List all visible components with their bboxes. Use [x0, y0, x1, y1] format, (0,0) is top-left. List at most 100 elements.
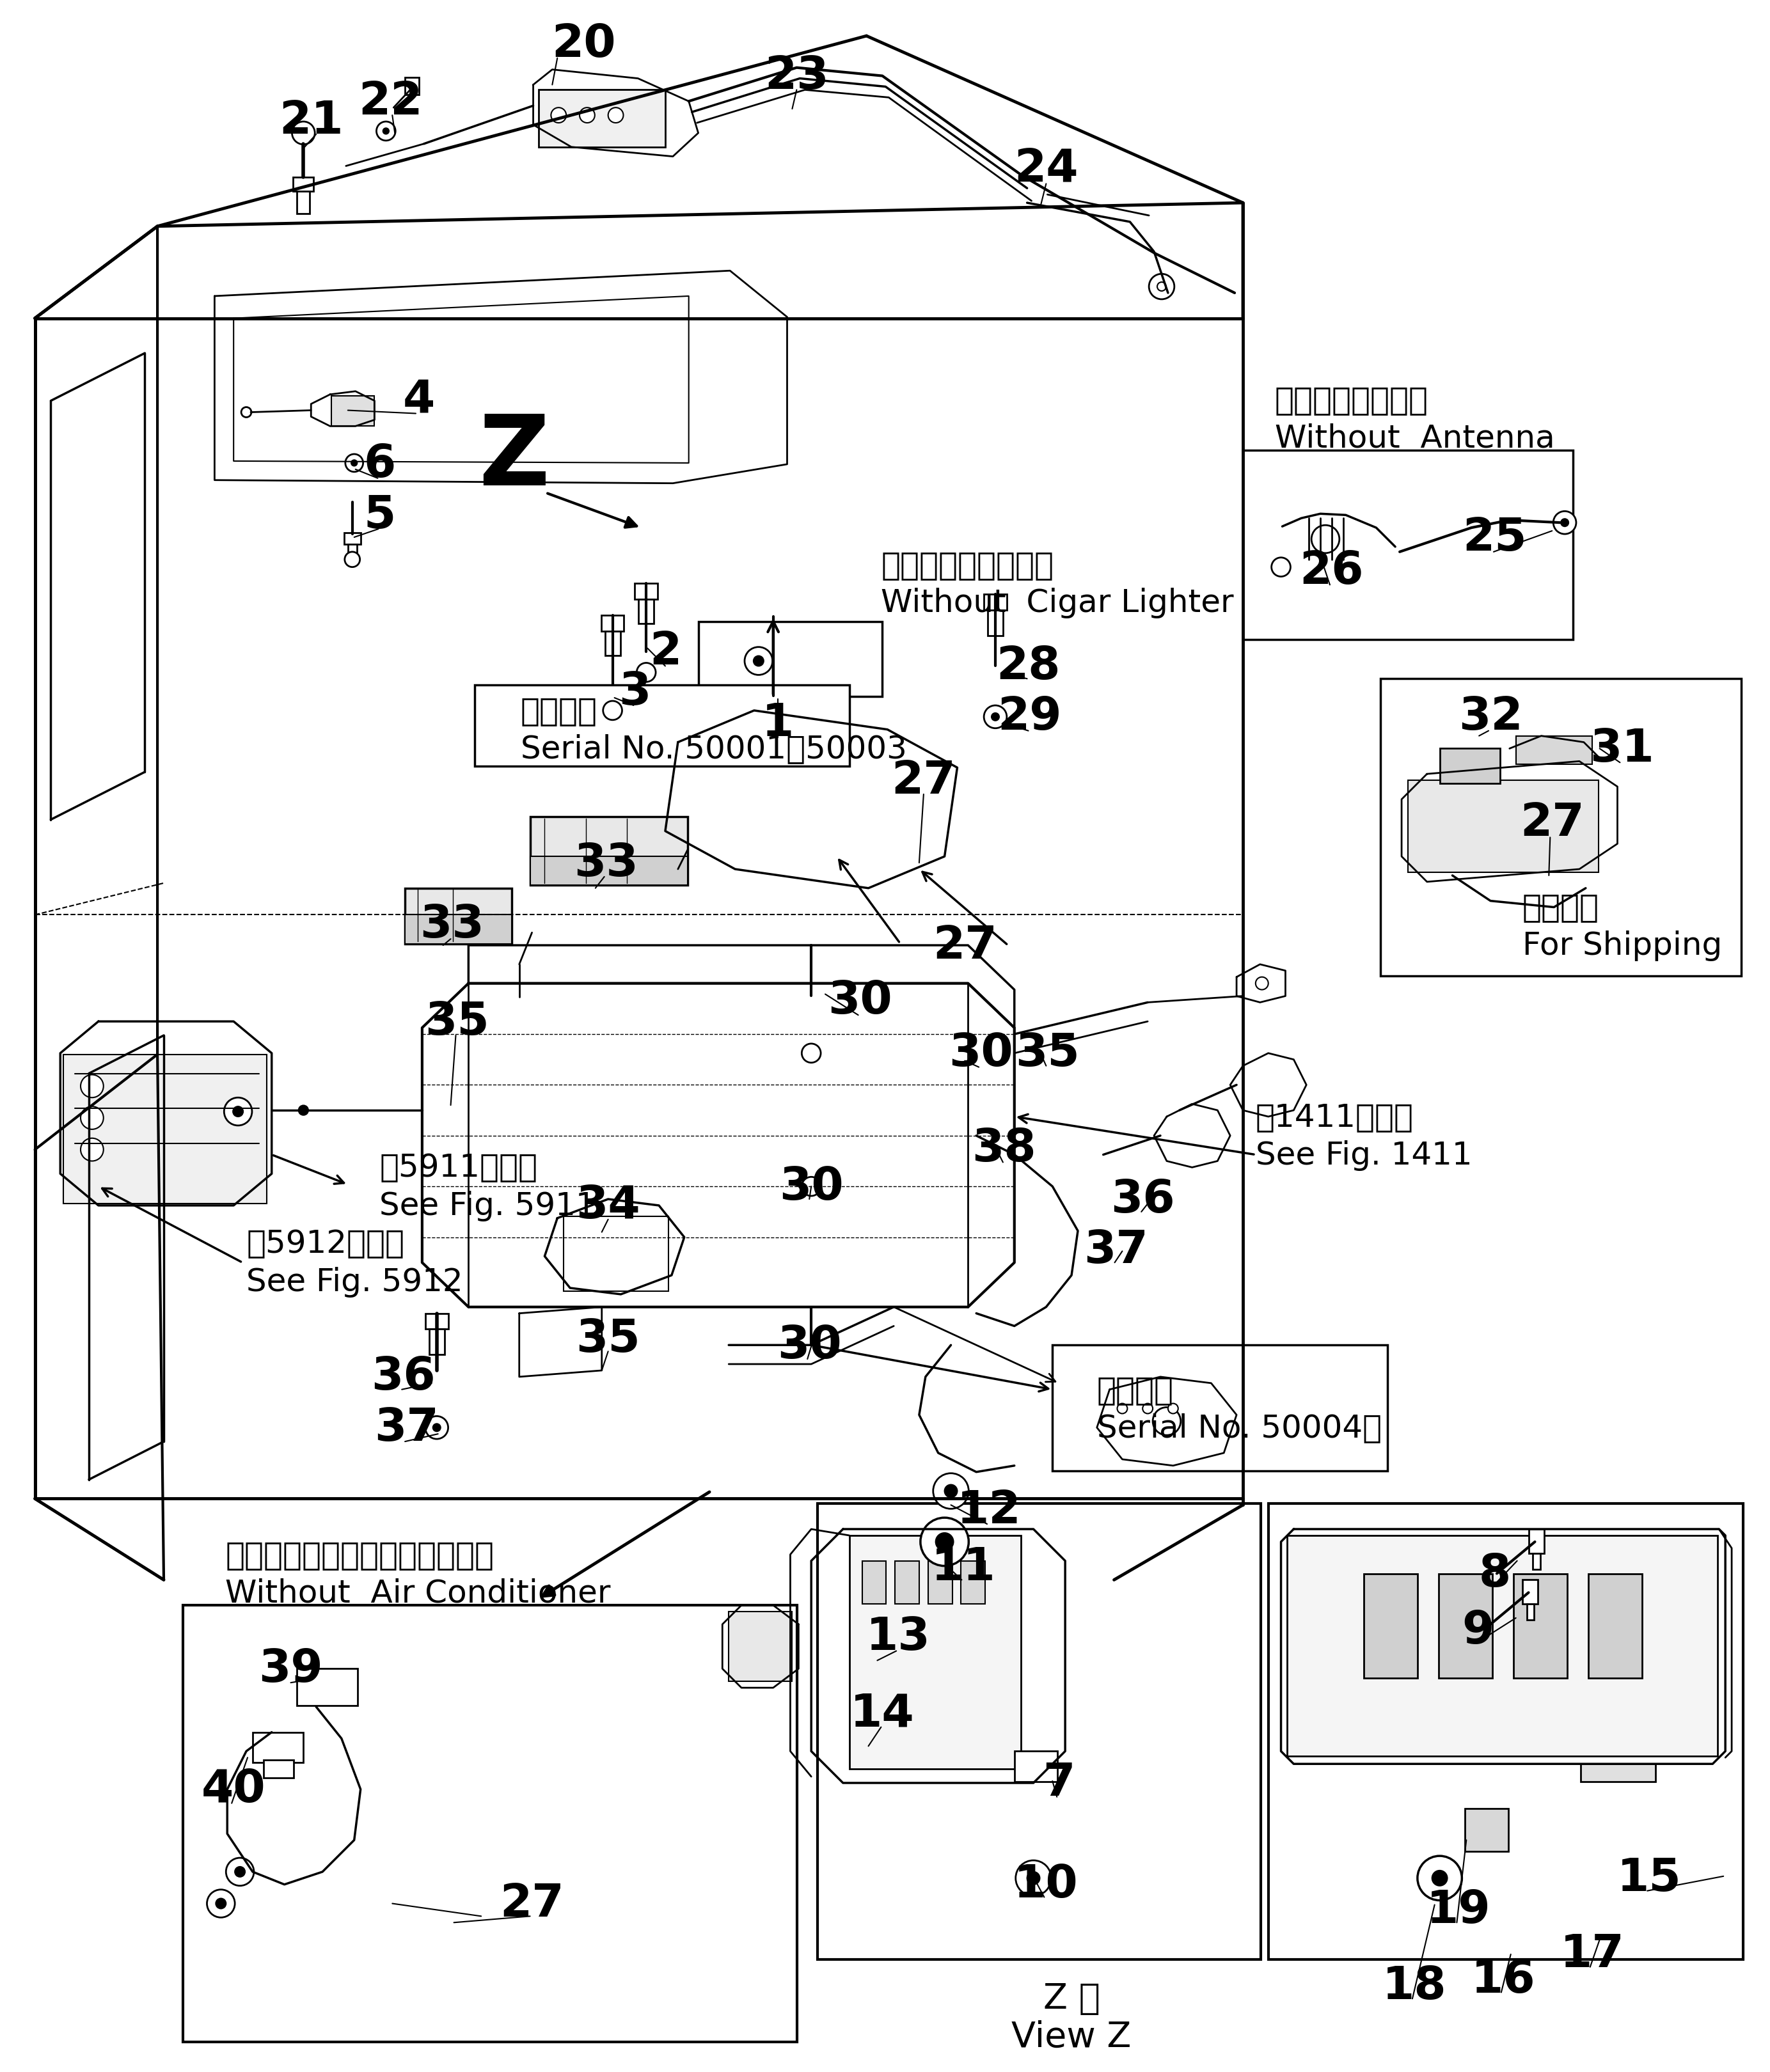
- Text: 5: 5: [363, 493, 396, 537]
- Bar: [1529, 1529, 1545, 1554]
- Text: 37: 37: [1083, 1229, 1149, 1272]
- Text: アンテナ未装着時: アンテナ未装着時: [1274, 385, 1428, 414]
- Text: 第1411図参照: 第1411図参照: [1255, 1102, 1414, 1131]
- Text: 32: 32: [1458, 694, 1522, 740]
- Text: 19: 19: [1427, 1888, 1490, 1931]
- Bar: [1515, 736, 1591, 765]
- Bar: [984, 595, 1007, 611]
- Text: 30: 30: [779, 1164, 844, 1208]
- Text: Serial No. 50001～50003: Serial No. 50001～50003: [520, 733, 906, 765]
- Text: See Fig. 5911: See Fig. 5911: [379, 1189, 596, 1220]
- Circle shape: [1432, 1871, 1448, 1886]
- Circle shape: [345, 553, 359, 568]
- Text: 27: 27: [892, 758, 956, 802]
- Text: 27: 27: [1520, 802, 1584, 845]
- Circle shape: [382, 128, 389, 135]
- Text: 7: 7: [1043, 1761, 1074, 1805]
- Circle shape: [216, 1898, 227, 1908]
- Circle shape: [1418, 1857, 1462, 1900]
- Text: For Shipping: For Shipping: [1522, 930, 1722, 961]
- Bar: [605, 632, 620, 655]
- Text: 18: 18: [1382, 1964, 1446, 2008]
- Bar: [425, 1314, 448, 1330]
- Text: 28: 28: [997, 644, 1060, 688]
- Text: 10: 10: [1014, 1863, 1078, 1906]
- Circle shape: [745, 646, 772, 675]
- Bar: [474, 686, 850, 767]
- Circle shape: [920, 1519, 968, 1566]
- Bar: [1269, 1504, 1743, 1960]
- Text: 25: 25: [1462, 516, 1528, 559]
- Circle shape: [1158, 282, 1166, 292]
- Text: 6: 6: [363, 443, 396, 487]
- Text: 35: 35: [425, 999, 489, 1044]
- Circle shape: [234, 1106, 242, 1117]
- Text: シガライタ未装着時: シガライタ未装着時: [881, 549, 1053, 580]
- Text: 36: 36: [372, 1355, 435, 1399]
- Circle shape: [1027, 1871, 1039, 1886]
- Circle shape: [802, 1177, 821, 1196]
- Circle shape: [292, 122, 315, 145]
- Circle shape: [81, 1138, 103, 1160]
- Bar: [697, 622, 881, 696]
- Bar: [850, 1535, 1021, 1769]
- Text: 35: 35: [575, 1318, 641, 1361]
- Text: 34: 34: [575, 1183, 641, 1229]
- Circle shape: [345, 454, 363, 472]
- Circle shape: [945, 1486, 958, 1498]
- Text: 29: 29: [998, 694, 1062, 740]
- Bar: [405, 916, 512, 945]
- Bar: [297, 193, 310, 213]
- Bar: [405, 889, 512, 945]
- Circle shape: [1143, 1403, 1152, 1413]
- Text: 30: 30: [949, 1032, 1012, 1075]
- Text: See Fig. 1411: See Fig. 1411: [1255, 1140, 1473, 1171]
- Circle shape: [1149, 274, 1174, 300]
- Circle shape: [1255, 978, 1269, 990]
- Circle shape: [207, 1890, 235, 1917]
- Circle shape: [241, 408, 251, 419]
- Text: 1: 1: [761, 702, 793, 746]
- Text: 15: 15: [1618, 1857, 1681, 1900]
- Bar: [1588, 1573, 1643, 1678]
- Circle shape: [1271, 557, 1290, 576]
- Circle shape: [1016, 1861, 1051, 1896]
- Circle shape: [1168, 1403, 1179, 1413]
- Bar: [563, 1216, 669, 1291]
- Bar: [529, 858, 687, 885]
- Text: 31: 31: [1589, 727, 1655, 771]
- Text: 21: 21: [280, 99, 343, 143]
- Text: 27: 27: [499, 1881, 565, 1925]
- Bar: [1053, 1345, 1388, 1471]
- Text: 13: 13: [866, 1614, 931, 1660]
- Circle shape: [754, 657, 763, 667]
- Bar: [602, 615, 625, 632]
- Bar: [1439, 1573, 1492, 1678]
- Text: 第5911図参照: 第5911図参照: [379, 1152, 538, 1183]
- Circle shape: [299, 1106, 308, 1115]
- Bar: [331, 396, 375, 427]
- Circle shape: [434, 1423, 441, 1432]
- Circle shape: [1152, 1407, 1181, 1436]
- Bar: [1381, 680, 1742, 976]
- Bar: [297, 1668, 358, 1705]
- Bar: [538, 91, 666, 147]
- Bar: [635, 584, 658, 599]
- Circle shape: [604, 700, 621, 721]
- Text: 33: 33: [419, 903, 485, 947]
- Text: 第5912図参照: 第5912図参照: [246, 1229, 404, 1260]
- Circle shape: [609, 108, 623, 124]
- Circle shape: [235, 1867, 244, 1877]
- Bar: [862, 1560, 887, 1604]
- Bar: [729, 1612, 793, 1682]
- Text: 適用号機: 適用号機: [1097, 1374, 1174, 1405]
- Circle shape: [350, 460, 358, 466]
- Bar: [529, 816, 687, 885]
- Text: 37: 37: [373, 1405, 439, 1450]
- Bar: [343, 533, 361, 545]
- Text: 24: 24: [1014, 147, 1078, 193]
- Bar: [1439, 748, 1499, 783]
- Text: Z: Z: [478, 410, 550, 506]
- Bar: [1522, 1581, 1538, 1604]
- Bar: [818, 1504, 1260, 1960]
